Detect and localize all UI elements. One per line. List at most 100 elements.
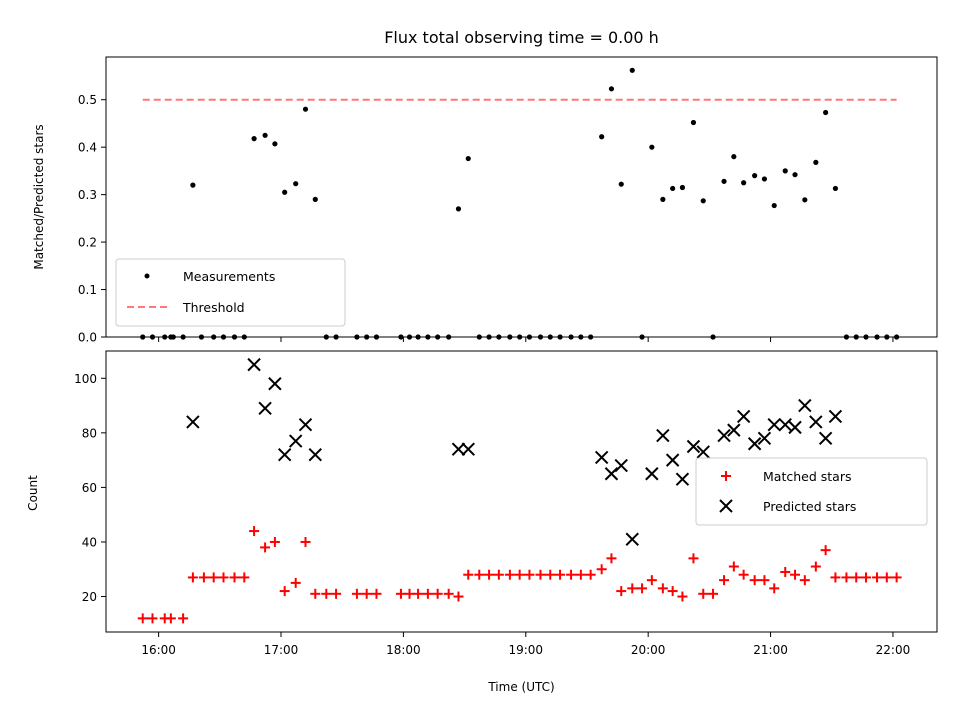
predicted-star-point [675, 472, 690, 486]
matched-star-point [861, 572, 872, 583]
predicted-star-point [696, 445, 710, 459]
bottom-legend-box [695, 457, 928, 526]
matched-star-point [851, 572, 862, 583]
bottom-ylabel: Count [26, 475, 40, 511]
matched-star-point [208, 572, 219, 583]
matched-star-point [178, 613, 189, 624]
matched-star-point [514, 569, 525, 580]
x-tick-label: 20:00 [631, 643, 666, 657]
predicted-star-point [288, 434, 303, 448]
matched-star-point [799, 575, 810, 586]
matched-star-point [404, 588, 415, 599]
matched-star-point [769, 583, 780, 594]
legend-predicted-marker [719, 499, 733, 513]
matched-star-point [872, 572, 883, 583]
x-tick-label: 21:00 [753, 643, 788, 657]
matched-star-point [646, 575, 657, 586]
measurement-point [660, 196, 666, 202]
matched-star-point [229, 572, 240, 583]
measurement-point [618, 181, 624, 187]
legend-measurements-label: Measurements [183, 269, 275, 284]
measurement-point [312, 196, 318, 202]
predicted-star-point [727, 423, 741, 437]
matched-star-point [677, 591, 688, 602]
measurement-point [782, 168, 788, 174]
matched-star-point [719, 575, 730, 586]
y-tick-label: 0.0 [78, 331, 97, 345]
predicted-star-point [767, 417, 781, 432]
matched-star-point [463, 569, 474, 580]
y-tick-label: 0.3 [78, 188, 97, 202]
matched-star-point [147, 613, 158, 624]
legend-matched-label: Matched stars [763, 469, 851, 484]
matched-star-point [780, 566, 791, 577]
matched-star-point [413, 588, 424, 599]
measurement-point [670, 185, 676, 192]
predicted-star-point [451, 442, 466, 456]
matched-star-point [493, 569, 504, 580]
measurement-point [761, 176, 768, 182]
matched-star-point [688, 553, 699, 564]
measurement-point [813, 159, 819, 165]
matched-star-point [187, 572, 198, 583]
measurement-point [629, 67, 635, 73]
measurement-point [649, 144, 655, 150]
matched-star-point [759, 575, 770, 586]
bottom-axes-frame [105, 350, 938, 633]
predicted-star-point [736, 409, 751, 424]
measurement-point [792, 172, 798, 178]
matched-star-point [627, 583, 638, 594]
matched-star-point [453, 591, 464, 602]
predicted-star-point [747, 437, 762, 451]
predicted-star-point [186, 415, 200, 429]
predicted-star-point [665, 453, 680, 467]
matched-star-point [290, 577, 301, 588]
measurement-point [599, 134, 605, 140]
y-tick-label: 0.5 [78, 93, 97, 107]
measurement-point [465, 155, 471, 162]
predicted-star-point [778, 417, 792, 432]
matched-star-point [279, 586, 290, 597]
predicted-star-point [247, 357, 261, 372]
matched-star-point [198, 572, 209, 583]
matched-star-point [310, 588, 321, 599]
legend-matched-marker [721, 471, 731, 481]
measurement-point [731, 154, 737, 160]
matched-star-point [728, 561, 739, 572]
predicted-star-point [818, 431, 833, 446]
predicted-star-point [645, 467, 659, 481]
matched-star-point [891, 572, 902, 583]
measurement-point [293, 181, 299, 187]
matched-star-point [504, 569, 515, 580]
matched-star-point [535, 569, 546, 580]
matched-star-point [596, 564, 607, 575]
matched-star-point [708, 588, 719, 599]
legend-threshold-label: Threshold [182, 300, 245, 315]
top-legend-box [115, 258, 346, 327]
predicted-star-point [809, 415, 823, 429]
bottom-plot-area [137, 357, 902, 624]
measurement-point [302, 106, 309, 112]
y-tick-label: 80 [82, 426, 97, 440]
matched-star-point [239, 572, 250, 583]
measurement-point [251, 136, 257, 142]
matched-star-point [566, 569, 577, 580]
matched-star-point [830, 572, 841, 583]
bottom-panel: Count Time (UTC) Matched stars Predicted… [26, 350, 938, 694]
matched-star-point [841, 572, 852, 583]
predicted-star-point [258, 401, 272, 415]
matched-star-point [321, 588, 332, 599]
predicted-star-point [604, 467, 619, 481]
measurement-point [752, 173, 758, 179]
bottom-legend: Matched stars Predicted stars [695, 457, 928, 526]
predicted-star-point [757, 431, 772, 446]
matched-star-point [667, 586, 678, 597]
matched-star-point [585, 569, 596, 580]
matched-star-point [422, 588, 433, 599]
matched-star-point [738, 569, 749, 580]
measurement-point [771, 202, 777, 209]
matched-star-point [881, 572, 892, 583]
x-tick-label: 16:00 [141, 643, 176, 657]
predicted-star-point [308, 447, 322, 462]
